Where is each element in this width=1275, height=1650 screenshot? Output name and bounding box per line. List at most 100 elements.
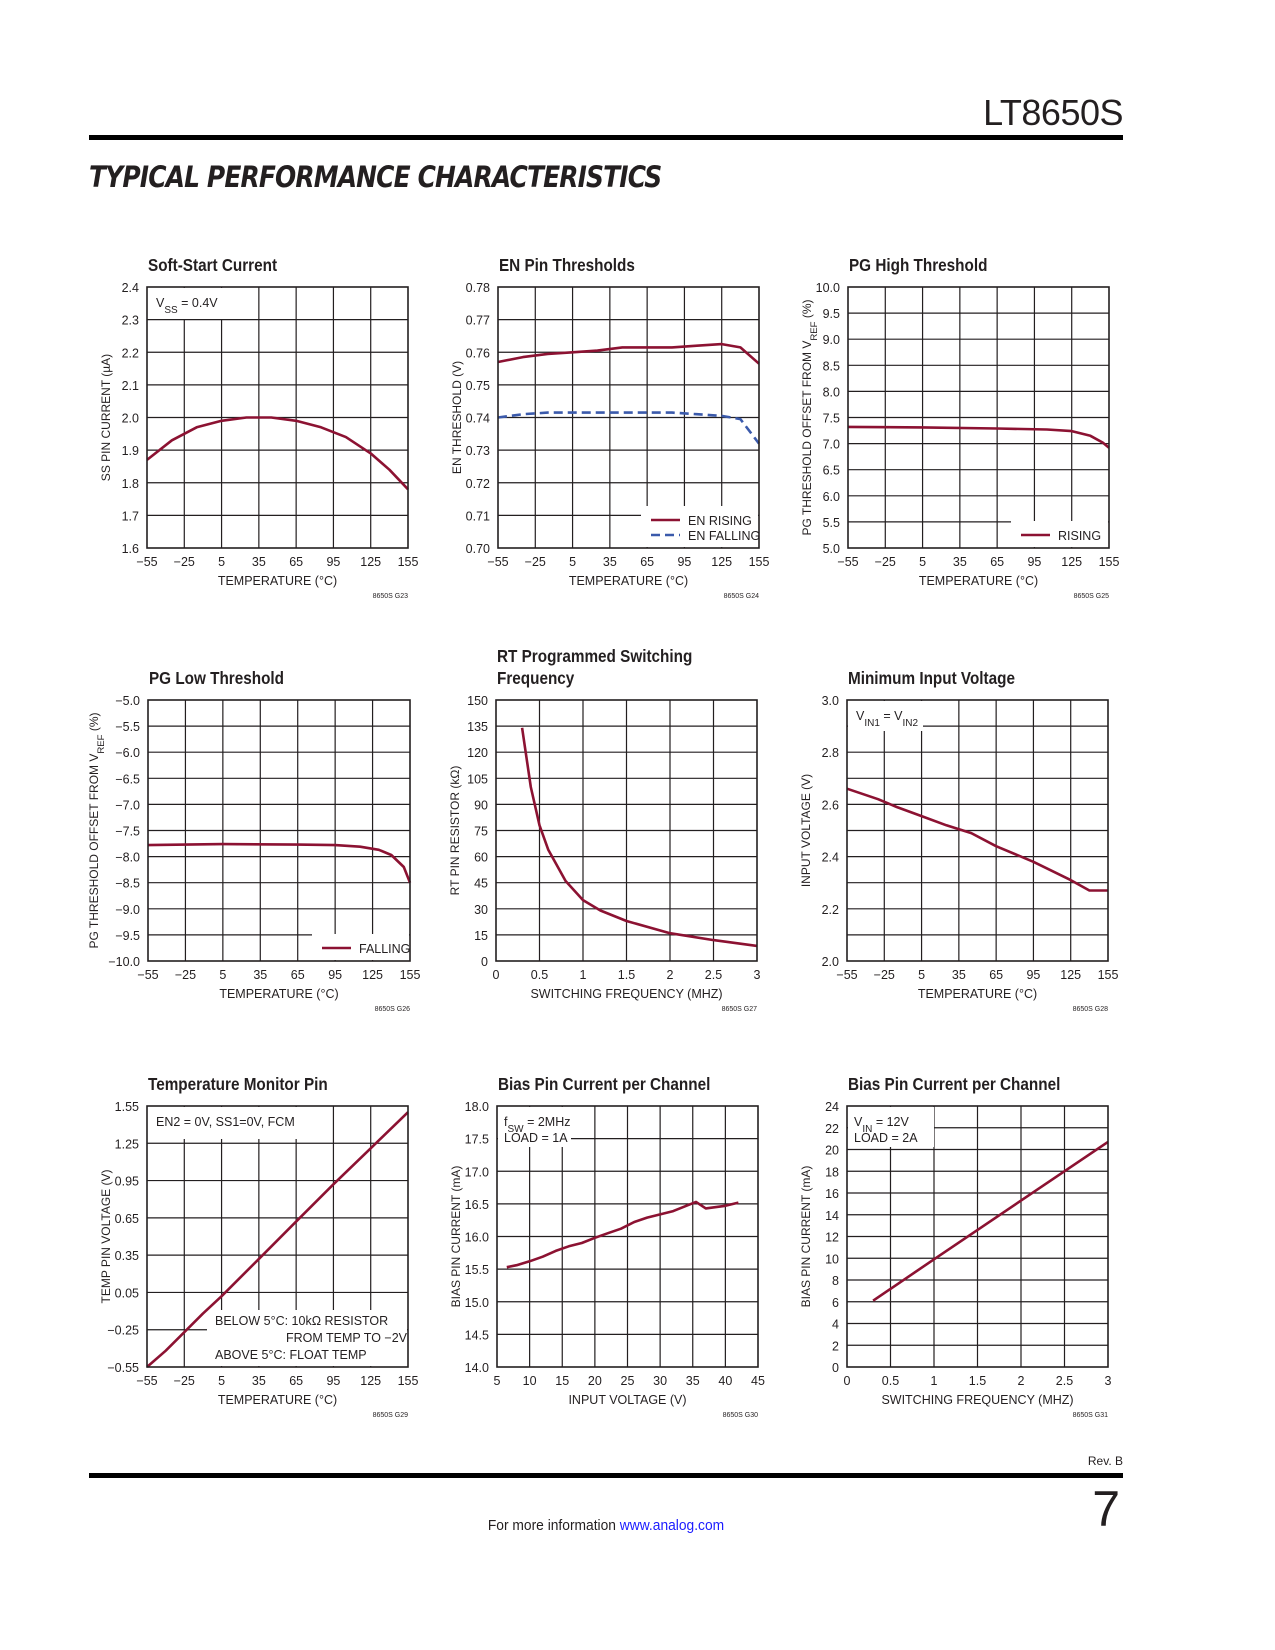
x-axis-label: INPUT VOLTAGE (V)	[568, 1393, 686, 1407]
text-span: FROM TEMP TO −2V	[286, 1331, 408, 1345]
y-tick-label: 1.8	[122, 477, 139, 491]
y-tick-label: 0.35	[115, 1249, 139, 1263]
y-tick-label: 6.0	[823, 490, 840, 504]
y-tick-label: 1.9	[122, 444, 139, 458]
chart-1: Soft-Start Current −55 −25 5 35 65 95 125 155 1.6…	[99, 255, 418, 600]
y-axis-label: PG THRESHOLD OFFSET FROM VREF (%)	[800, 299, 820, 535]
y-tick-label: 105	[467, 772, 488, 786]
x-tick-label: 25	[621, 1374, 635, 1388]
annotation-background	[848, 701, 923, 731]
x-tick-label: 65	[989, 968, 1003, 982]
y-tick-label: −6.0	[115, 746, 140, 760]
x-tick-label: −25	[874, 968, 895, 982]
x-tick-label: 0	[844, 1374, 851, 1388]
footer-info: For more information www.analog.com	[48, 1517, 1163, 1534]
y-tick-label: 9.0	[823, 333, 840, 347]
chart-4: PG Low Threshold −55 −25 5 35 65 95 125 155 −10.0…	[87, 668, 420, 1013]
y-tick-label: −10.0	[108, 955, 140, 969]
chart-title: Minimum Input Voltage	[848, 668, 1015, 688]
text-span: BELOW 5°C: 10kΩ RESISTOR	[215, 1314, 388, 1328]
y-tick-label: 15.0	[465, 1296, 489, 1310]
x-tick-label: 2.5	[1056, 1374, 1073, 1388]
plot-frame	[497, 286, 760, 549]
chart-annotation: EN2 = 0V, SS1=0V, FCM	[156, 1115, 295, 1129]
y-tick-label: 0.72	[466, 477, 490, 491]
x-tick-label: 5	[569, 555, 576, 569]
chart-title: Frequency	[497, 668, 575, 688]
website-link[interactable]: www.analog.com	[619, 1517, 725, 1534]
y-tick-label: −9.5	[115, 929, 140, 943]
y-tick-label: −7.5	[115, 825, 140, 839]
chart-annotation: LOAD = 1A	[504, 1131, 568, 1145]
x-tick-label: 35	[252, 555, 266, 569]
y-tick-label: 16.5	[465, 1198, 489, 1212]
section-title: TYPICAL PERFORMANCE CHARACTERISTICS	[89, 160, 662, 194]
x-axis-label: TEMPERATURE (°C)	[219, 987, 338, 1001]
text-span: V	[854, 1115, 863, 1129]
y-tick-label: 120	[467, 746, 488, 760]
x-tick-label: 65	[291, 968, 305, 982]
text-span: (%)	[87, 712, 101, 734]
x-tick-label: 95	[326, 1374, 340, 1388]
y-axis-label: EN THRESHOLD (V)	[450, 361, 464, 474]
legend-label: EN RISING	[688, 514, 752, 528]
y-tick-label: 14	[825, 1209, 839, 1223]
x-tick-label: 35	[953, 555, 967, 569]
y-tick-label: 2.0	[822, 955, 839, 969]
x-tick-label: 40	[718, 1374, 732, 1388]
x-axis-label: TEMPERATURE (°C)	[218, 1393, 337, 1407]
x-tick-label: 3	[1105, 1374, 1112, 1388]
page-number: 7	[1092, 1481, 1120, 1537]
x-tick-label: 0.5	[531, 968, 548, 982]
chart-title: PG Low Threshold	[149, 668, 284, 688]
y-tick-label: 17.0	[465, 1165, 489, 1179]
y-tick-label: 2.2	[122, 346, 139, 360]
text-span: LOAD = 1A	[504, 1131, 568, 1145]
x-tick-label: 2.5	[705, 968, 722, 982]
x-tick-label: 5	[218, 1374, 225, 1388]
y-tick-label: 0.95	[115, 1175, 139, 1189]
x-axis-label: TEMPERATURE (°C)	[569, 574, 688, 588]
x-tick-label: 155	[1099, 555, 1120, 569]
x-tick-label: 95	[328, 968, 342, 982]
text-span: = V	[880, 709, 903, 723]
y-tick-label: 2.6	[822, 798, 839, 812]
x-tick-label: −25	[875, 555, 896, 569]
x-tick-label: 125	[1060, 968, 1081, 982]
annotation-background	[498, 1107, 571, 1147]
series-line	[506, 1200, 739, 1269]
chart-title: Temperature Monitor Pin	[148, 1074, 328, 1094]
x-tick-label: 20	[588, 1374, 602, 1388]
chart-2: EN Pin Thresholds −55 −25 5 35 65 95 125 155 0.70…	[450, 255, 769, 600]
plot-frame	[846, 1105, 1109, 1368]
y-tick-label: 30	[474, 903, 488, 917]
text-span: RT PIN RESISTOR (kΩ)	[448, 766, 462, 896]
plot-frame	[846, 699, 1109, 962]
x-tick-label: 30	[653, 1374, 667, 1388]
y-tick-label: −0.25	[107, 1324, 139, 1338]
text-span: V	[156, 296, 165, 310]
revision-label: Rev. B	[1087, 1454, 1123, 1468]
y-tick-label: 6	[832, 1296, 839, 1310]
y-tick-label: 2.4	[822, 851, 839, 865]
chart-annotation: fSW = 2MHz	[504, 1115, 570, 1135]
x-tick-label: −55	[137, 968, 158, 982]
x-axis-label: SWITCHING FREQUENCY (MHZ)	[530, 987, 722, 1001]
y-tick-label: 2.8	[822, 746, 839, 760]
series-line	[497, 342, 760, 365]
figure-id: 8650S G26	[375, 1006, 411, 1013]
x-tick-label: −25	[174, 1374, 195, 1388]
header-rule	[89, 135, 1123, 140]
y-axis-label: BIAS PIN CURRENT (mA)	[799, 1166, 813, 1308]
footer-rule	[89, 1473, 1123, 1478]
y-tick-label: 1.55	[115, 1100, 139, 1114]
text-span: f	[504, 1115, 508, 1129]
y-tick-label: 15	[474, 929, 488, 943]
x-tick-label: 65	[990, 555, 1004, 569]
plot-frame	[847, 286, 1110, 549]
plot-frame	[496, 1105, 759, 1368]
subscript: REF	[96, 734, 107, 753]
y-tick-label: 5.0	[823, 542, 840, 556]
y-tick-label: 6.5	[823, 464, 840, 478]
x-tick-label: 95	[1027, 555, 1041, 569]
